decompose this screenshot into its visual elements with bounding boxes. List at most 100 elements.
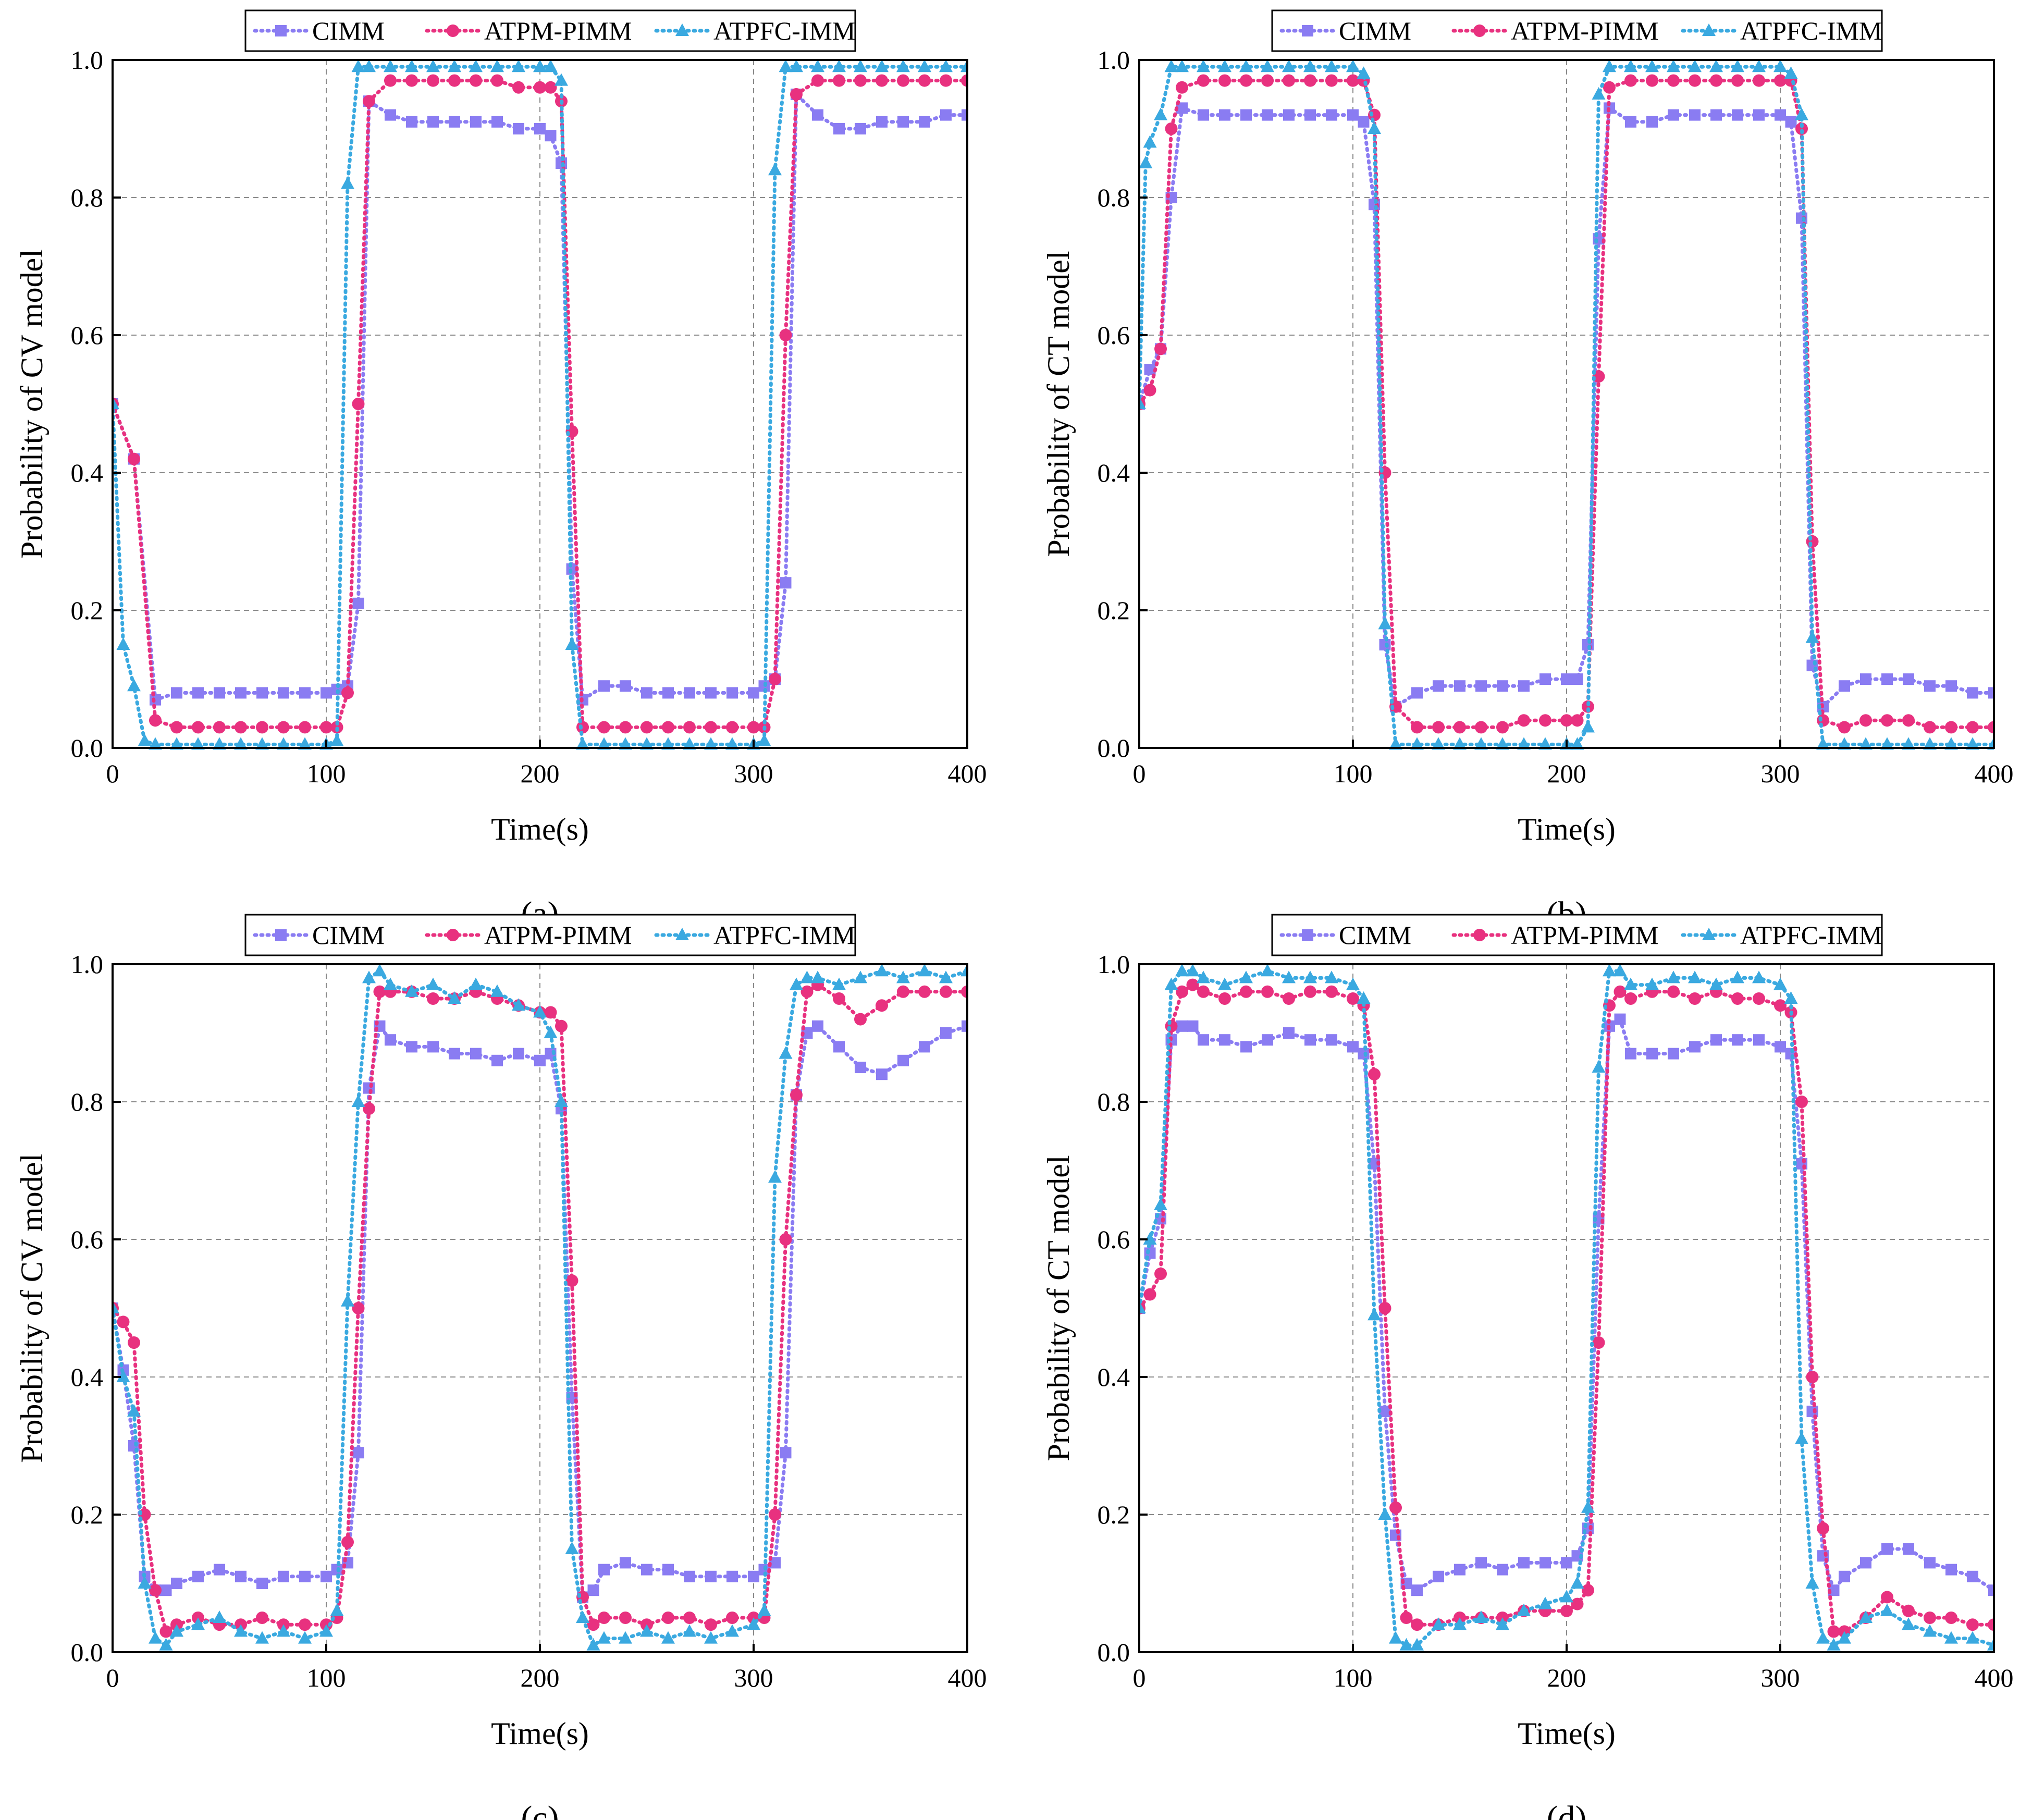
data-point-atpfc-imm xyxy=(725,1624,739,1637)
data-point-cimm xyxy=(598,1564,610,1576)
data-point-atpm-pimm xyxy=(1454,721,1466,734)
data-point-cimm xyxy=(235,1570,247,1582)
data-point-atpm-pimm xyxy=(1731,74,1744,87)
data-point-cimm xyxy=(427,116,439,128)
series-line-atpm-pimm xyxy=(113,79,967,729)
data-point-atpfc-imm xyxy=(1175,59,1189,72)
data-point-atpm-pimm xyxy=(1240,985,1252,998)
panel-label: (c) xyxy=(521,1799,559,1820)
data-point-cimm xyxy=(1710,109,1722,121)
data-point-cimm xyxy=(780,1447,792,1459)
data-point-atpfc-imm xyxy=(790,977,803,990)
data-point-cimm xyxy=(1187,1020,1199,1032)
data-point-cimm xyxy=(641,687,652,699)
y-tick-label: 0.0 xyxy=(71,733,104,763)
data-point-atpm-pimm xyxy=(769,673,781,685)
data-point-atpm-pimm xyxy=(1988,721,1994,734)
data-point-cimm xyxy=(1262,109,1273,121)
data-point-atpm-pimm xyxy=(1325,74,1338,87)
data-point-atpm-pimm xyxy=(940,74,952,87)
data-point-cimm xyxy=(897,116,909,128)
data-point-atpm-pimm xyxy=(427,992,439,1005)
data-point-cimm xyxy=(940,1027,952,1039)
data-point-atpm-pimm xyxy=(1389,1501,1402,1514)
data-point-cimm xyxy=(1860,673,1871,685)
data-point-cimm xyxy=(1347,109,1359,121)
data-point-atpfc-imm xyxy=(1389,737,1402,750)
data-point-cimm xyxy=(855,1062,866,1073)
data-point-atpfc-imm xyxy=(1139,1301,1146,1313)
data-point-atpm-pimm xyxy=(619,1612,632,1624)
data-point-cimm xyxy=(1625,1048,1636,1060)
data-point-cimm xyxy=(1358,1048,1370,1060)
data-point-atpfc-imm xyxy=(800,970,814,983)
data-point-atpfc-imm xyxy=(757,733,771,746)
data-point-atpm-pimm xyxy=(1143,384,1156,397)
data-point-atpm-pimm xyxy=(1817,1522,1829,1535)
data-point-atpm-pimm xyxy=(213,721,226,734)
data-point-atpm-pimm xyxy=(1143,1288,1156,1301)
data-point-atpm-pimm xyxy=(1304,985,1316,998)
data-point-atpm-pimm xyxy=(1603,81,1616,94)
data-point-atpfc-imm xyxy=(1859,1610,1873,1623)
data-point-cimm xyxy=(1198,109,1209,121)
data-point-atpfc-imm xyxy=(768,1170,782,1183)
data-point-cimm xyxy=(620,1557,631,1569)
data-point-cimm xyxy=(1433,680,1444,692)
data-point-cimm xyxy=(513,123,524,134)
data-point-atpfc-imm xyxy=(1709,59,1723,72)
x-tick-label: 400 xyxy=(948,759,987,788)
y-tick-label: 0.6 xyxy=(1098,1225,1130,1254)
chart-panel-a: 0.0 0.2 0.4 0.6 0.8 1.0 0 100 200 300 400 Time(s) Pr… xyxy=(15,9,987,933)
data-point-atpm-pimm xyxy=(1902,714,1915,727)
data-point-cimm xyxy=(726,687,738,699)
data-point-atpm-pimm xyxy=(1689,992,1701,1005)
data-point-cimm xyxy=(812,1020,823,1032)
data-point-atpfc-imm xyxy=(1581,1500,1595,1513)
data-point-cimm xyxy=(1219,109,1230,121)
data-point-atpfc-imm xyxy=(159,1638,173,1651)
data-point-atpfc-imm xyxy=(277,737,290,750)
data-point-atpfc-imm xyxy=(448,59,461,72)
data-point-cimm xyxy=(833,123,845,134)
data-point-atpm-pimm xyxy=(1689,74,1701,87)
data-point-atpm-pimm xyxy=(576,721,589,734)
data-point-cimm xyxy=(1176,102,1188,114)
data-point-cimm xyxy=(1219,1034,1230,1046)
data-point-atpfc-imm xyxy=(191,1617,205,1630)
data-point-atpm-pimm xyxy=(555,1019,568,1032)
data-point-atpm-pimm xyxy=(128,452,140,465)
y-tick-label: 0.2 xyxy=(1098,596,1130,625)
data-point-atpfc-imm xyxy=(1143,135,1157,148)
data-point-atpfc-imm xyxy=(1966,737,1979,750)
data-point-atpfc-imm xyxy=(1282,59,1296,72)
data-point-atpm-pimm xyxy=(1240,74,1252,87)
data-point-atpfc-imm xyxy=(1859,737,1873,750)
data-point-atpm-pimm xyxy=(662,1612,674,1624)
data-point-atpm-pimm xyxy=(1218,74,1231,87)
data-point-atpfc-imm xyxy=(1261,964,1274,977)
data-point-atpfc-imm xyxy=(779,1046,793,1059)
data-point-atpm-pimm xyxy=(1774,999,1787,1012)
data-point-cimm xyxy=(1732,109,1743,121)
data-point-atpfc-imm xyxy=(1923,737,1937,750)
data-point-atpfc-imm xyxy=(1592,87,1606,100)
data-point-atpfc-imm xyxy=(234,1624,248,1637)
data-point-atpfc-imm xyxy=(1773,977,1787,990)
data-point-atpm-pimm xyxy=(1859,714,1872,727)
data-point-atpm-pimm xyxy=(1400,1612,1413,1624)
data-point-atpfc-imm xyxy=(1688,970,1702,983)
data-point-atpm-pimm xyxy=(128,1336,140,1349)
x-tick-label: 0 xyxy=(106,759,119,788)
data-point-atpfc-imm xyxy=(127,679,141,692)
data-point-cimm xyxy=(1358,116,1370,128)
data-point-atpm-pimm xyxy=(1795,122,1808,135)
data-point-cimm xyxy=(1646,116,1658,128)
legend-label: ATPM-PIMM xyxy=(484,16,632,45)
data-point-cimm xyxy=(726,1570,738,1582)
data-point-atpfc-imm xyxy=(116,637,130,650)
data-point-atpm-pimm xyxy=(1753,74,1765,87)
data-point-cimm xyxy=(449,116,460,128)
data-point-atpm-pimm xyxy=(1924,1612,1936,1624)
data-point-cimm xyxy=(876,116,888,128)
